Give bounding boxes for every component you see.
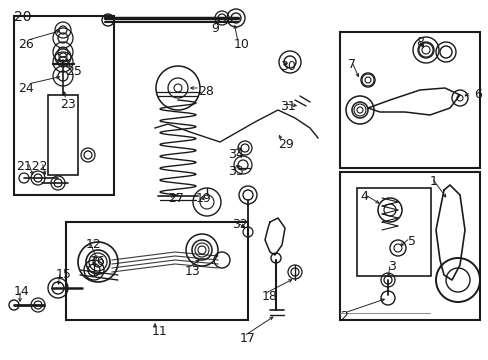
Text: 20: 20 xyxy=(14,10,31,24)
Text: 28: 28 xyxy=(198,85,213,98)
Text: 7: 7 xyxy=(347,58,355,71)
Text: 33: 33 xyxy=(227,165,243,178)
Text: 12: 12 xyxy=(86,238,102,251)
Text: 4: 4 xyxy=(359,190,367,203)
Text: 10: 10 xyxy=(234,38,249,51)
Text: 11: 11 xyxy=(152,325,167,338)
Text: 25: 25 xyxy=(66,65,81,78)
Text: 1: 1 xyxy=(429,175,437,188)
Bar xyxy=(339,32,479,168)
Text: 32: 32 xyxy=(231,218,247,231)
Text: 31: 31 xyxy=(280,100,295,113)
Text: 2122: 2122 xyxy=(16,160,47,173)
Text: 29: 29 xyxy=(278,138,293,151)
Text: 34: 34 xyxy=(227,148,243,161)
Text: 14: 14 xyxy=(14,285,30,298)
Text: 15: 15 xyxy=(56,268,72,281)
Bar xyxy=(339,172,479,320)
Text: 5: 5 xyxy=(407,235,415,248)
Text: 9: 9 xyxy=(210,22,219,35)
Text: 27: 27 xyxy=(168,192,183,205)
Text: 6: 6 xyxy=(473,88,481,101)
Text: 26: 26 xyxy=(18,38,34,51)
Bar xyxy=(356,188,430,276)
Text: 3: 3 xyxy=(387,260,395,273)
Text: 13: 13 xyxy=(184,265,201,278)
Bar xyxy=(66,222,247,320)
Text: 19: 19 xyxy=(196,192,211,205)
Text: 18: 18 xyxy=(262,290,277,303)
Text: 24: 24 xyxy=(18,82,34,95)
Text: 2: 2 xyxy=(339,310,347,323)
Bar xyxy=(14,16,114,195)
Text: 30: 30 xyxy=(280,60,295,73)
Text: 8: 8 xyxy=(415,36,423,49)
Text: 23: 23 xyxy=(60,98,76,111)
Bar xyxy=(48,95,78,175)
Text: 16: 16 xyxy=(90,255,105,268)
Text: 17: 17 xyxy=(240,332,255,345)
